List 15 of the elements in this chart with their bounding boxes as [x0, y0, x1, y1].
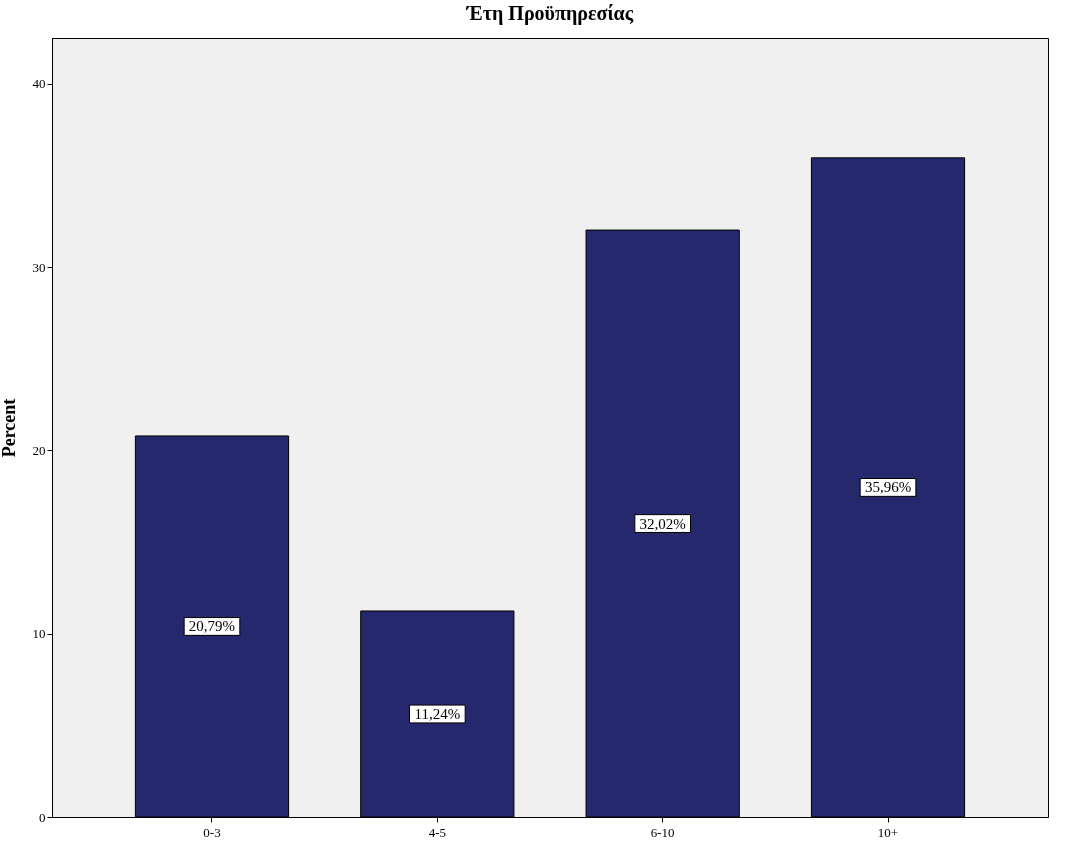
y-tick-label: 30	[32, 259, 46, 275]
data-label: 20,79%	[188, 618, 236, 635]
y-tick-label: 20	[32, 442, 46, 458]
y-tick-label: 10	[32, 626, 46, 642]
x-tick-label: 0-3	[203, 824, 221, 840]
x-tick-label: 10+	[877, 824, 899, 840]
x-tick-label: 4-5	[428, 824, 446, 840]
y-axis-title: Percent	[0, 398, 19, 458]
data-label: 32,02%	[639, 515, 686, 532]
data-label: 35,96%	[864, 479, 912, 496]
x-tick-label: 6-10	[650, 824, 675, 840]
data-label: 11,24%	[414, 705, 461, 722]
chart-title: Έτη Προϋπηρεσίας	[465, 2, 634, 25]
y-tick-label: 40	[32, 76, 46, 92]
y-tick-label: 0	[39, 809, 46, 825]
